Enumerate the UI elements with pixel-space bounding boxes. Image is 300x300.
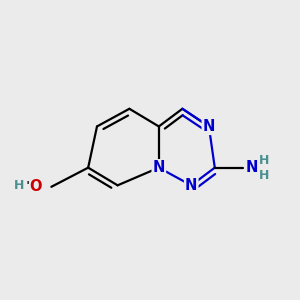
Text: H: H bbox=[260, 169, 270, 182]
Text: N: N bbox=[203, 119, 215, 134]
Text: H: H bbox=[14, 179, 25, 192]
Text: ·: · bbox=[26, 176, 31, 191]
Text: N: N bbox=[153, 160, 165, 175]
Text: N: N bbox=[185, 178, 197, 193]
Text: H: H bbox=[260, 154, 270, 167]
Text: N: N bbox=[246, 160, 258, 175]
Text: O: O bbox=[29, 179, 42, 194]
